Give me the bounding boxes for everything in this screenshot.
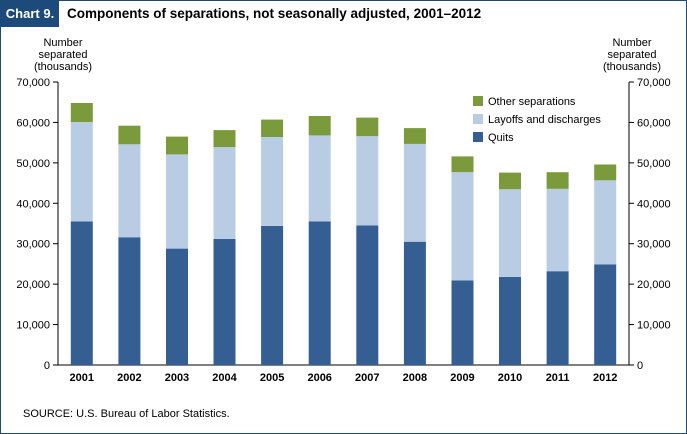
bar-segment-quits [499,276,521,365]
legend-label: Other separations [488,96,576,108]
right-y-tick-label: 20,000 [637,279,671,291]
bar-segment-quits [308,221,331,365]
x-tick-label: 2010 [498,372,522,384]
left-y-tick-label: 0 [44,360,50,372]
bar-segment-layoffs-and-discharges [499,189,521,277]
bar-segment-layoffs-and-discharges [403,143,426,242]
legend-swatch [473,114,483,124]
source-note: SOURCE: U.S. Bureau of Labor Statistics. [23,408,230,420]
x-tick-label: 2002 [117,372,141,384]
chart-number-label: Chart 9. [1,1,59,27]
right-axis-title-line: (thousands) [602,61,662,73]
right-y-tick-label: 70,000 [637,77,671,89]
x-tick-label: 2006 [307,372,331,384]
chart-header: Chart 9. Components of separations, not … [1,1,686,27]
bar-segment-other-separations [213,130,236,148]
legend-swatch [473,132,483,142]
right-y-tick-label: 40,000 [637,198,671,210]
bar-segment-layoffs-and-discharges [166,154,188,249]
left-axis-title: Number separated (thousands) [23,37,103,73]
bar-segment-layoffs-and-discharges [70,122,93,222]
x-tick-label: 2012 [593,372,617,384]
bar-segment-quits [118,237,141,365]
x-tick-label: 2007 [355,372,379,384]
bar-segment-quits [594,264,617,365]
bar-segment-other-separations [594,164,617,181]
left-y-tick-label: 20,000 [16,279,50,291]
left-y-tick-label: 30,000 [16,239,50,251]
legend-swatch [473,96,483,106]
bar-segment-other-separations [166,136,188,155]
x-tick-label: 2011 [546,372,570,384]
right-axis-title-line: separated [607,49,657,61]
left-y-tick-label: 40,000 [16,198,50,210]
bar-segment-quits [403,241,426,365]
right-y-tick-label: 0 [637,360,643,372]
left-y-tick-label: 60,000 [16,117,50,129]
bar-segment-layoffs-and-discharges [451,172,474,281]
x-tick-label: 2009 [450,372,474,384]
bar-segment-other-separations [451,156,474,173]
left-y-tick-label: 10,000 [16,320,50,332]
x-tick-label: 2003 [165,372,189,384]
chart-title: Components of separations, not seasonall… [67,6,482,21]
left-axis-title-line: Number [43,37,83,49]
bar-segment-other-separations [70,103,93,122]
bar-segment-layoffs-and-discharges [213,147,236,239]
bar-segment-other-separations [118,125,141,145]
bar-segment-quits [213,238,236,365]
left-axis-title-line: (thousands) [33,61,93,73]
right-y-tick-label: 60,000 [637,117,671,129]
bar-segment-layoffs-and-discharges [356,136,379,226]
x-tick-label: 2004 [212,372,237,384]
right-axis-title: Number separated (thousands) [589,37,675,73]
bar-segment-other-separations [261,119,284,137]
bar-segment-quits [70,221,93,365]
legend-label: Layoffs and discharges [488,114,601,126]
bar-segment-quits [261,225,284,365]
left-axis-title-line: separated [38,49,88,61]
right-y-tick-label: 50,000 [637,158,671,170]
bar-segment-other-separations [546,172,569,189]
bar-segment-other-separations [499,172,521,190]
bar-segment-layoffs-and-discharges [308,135,331,222]
bar-segment-quits [166,248,188,365]
x-tick-label: 2001 [70,372,94,384]
bar-segment-other-separations [308,116,331,136]
bar-segment-layoffs-and-discharges [261,137,284,226]
bar-segment-layoffs-and-discharges [118,144,141,238]
bar-segment-quits [451,280,474,365]
right-y-tick-label: 30,000 [637,239,671,251]
bar-segment-other-separations [403,128,426,144]
left-y-tick-label: 70,000 [16,77,50,89]
right-axis-title-line: Number [612,37,652,49]
x-tick-label: 2008 [403,372,427,384]
bar-segment-quits [546,271,569,365]
bar-segment-layoffs-and-discharges [546,188,569,272]
right-y-tick-label: 10,000 [637,320,671,332]
bar-segment-other-separations [356,117,379,137]
x-tick-label: 2005 [260,372,284,384]
bar-segment-layoffs-and-discharges [594,180,617,265]
bar-segment-quits [356,225,379,365]
left-y-tick-label: 50,000 [16,158,50,170]
legend-label: Quits [488,132,514,144]
